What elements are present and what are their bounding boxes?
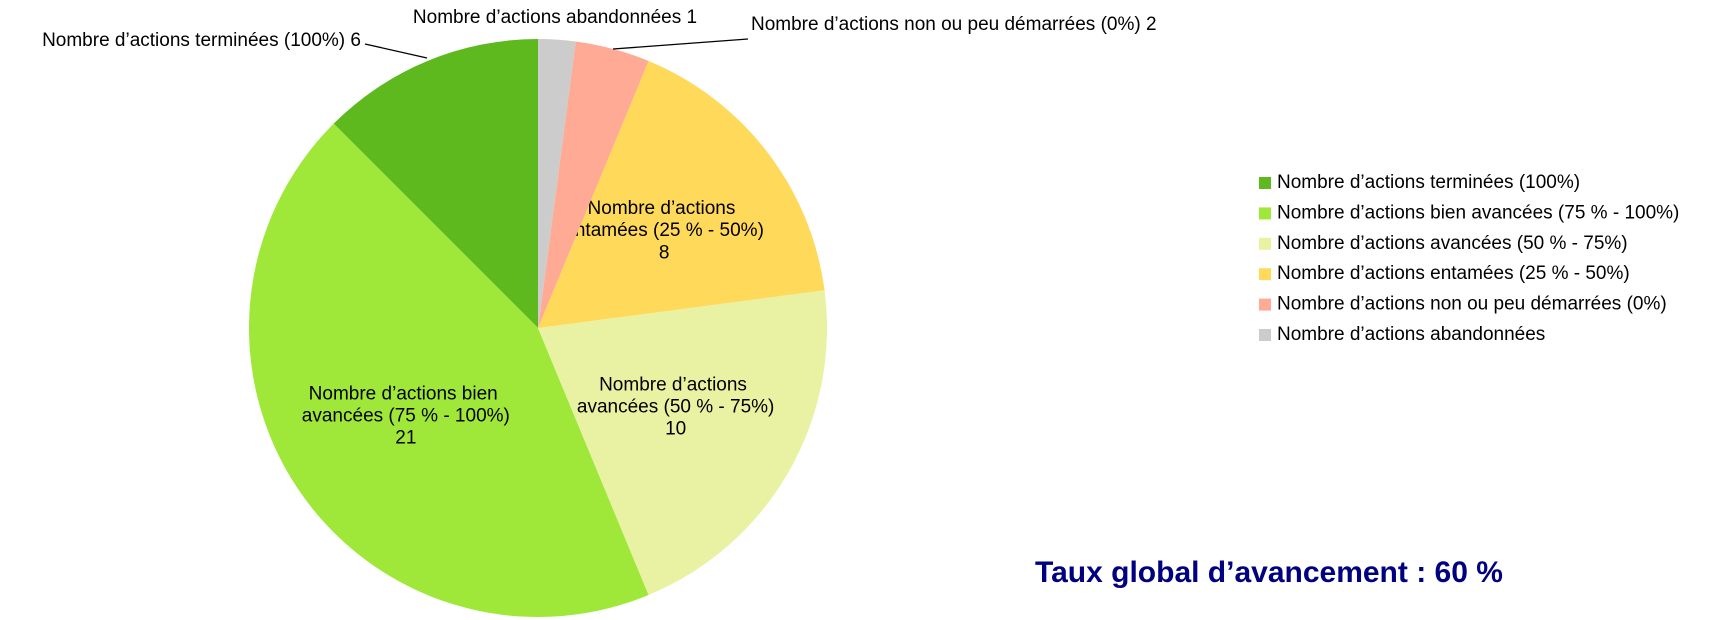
pie-slice: [333, 39, 538, 328]
slice-label-line: Nombre d’actions: [599, 374, 752, 395]
slice-label: Nombre d’actions avancées (50 % - 75%): [577, 374, 775, 417]
legend-swatch: [1259, 298, 1271, 311]
slice-label-value: 1: [687, 7, 698, 28]
legend-swatch: [1259, 329, 1271, 341]
slice-label-value: 6: [350, 30, 361, 51]
slice-label: Nombre d’actions non ou peu démarrées (0…: [751, 14, 1157, 35]
slice-label-line: entamées (25 % - 50%): [564, 220, 764, 241]
legend-label: Nombre d’actions entamées (25 % - 50%): [1277, 263, 1630, 284]
annotation: Taux global d’avancement : 60 %: [1035, 556, 1503, 589]
slice-label: Nombre d’actions bien avancées (75 % - 1…: [302, 383, 510, 426]
pie-slice: [538, 290, 828, 596]
leader-line: [364, 43, 428, 59]
slice-label: Nombre d’actions abandonnées 1: [413, 7, 697, 28]
slice-value: 8: [659, 242, 670, 263]
legend-swatch: [1259, 177, 1271, 189]
legend-label: Nombre d’actions non ou peu démarrées (0…: [1277, 294, 1667, 315]
slice-value: 21: [395, 427, 416, 448]
slice-label-name: Nombre d’actions terminées (100%): [42, 30, 345, 51]
slice-label-line: Nombre d’actions: [588, 198, 741, 219]
slice-label: Nombre d’actions terminées (100%) 6: [42, 30, 361, 51]
legend-label: Nombre d’actions bien avancées (75 % - 1…: [1277, 202, 1679, 223]
pie-slice: [248, 123, 649, 618]
legend-swatch: [1259, 268, 1271, 281]
legend-label: Nombre d’actions abandonnées: [1277, 324, 1545, 345]
pie-slice: [538, 41, 649, 328]
slice-label-value: 2: [1146, 14, 1157, 35]
legend-swatch: [1259, 237, 1271, 250]
slice-label-line: Nombre d’actions bien: [309, 383, 503, 404]
legend-swatch: [1259, 207, 1271, 220]
slice-label-name: Nombre d’actions non ou peu démarrées (0…: [751, 14, 1141, 35]
pie-slice: [538, 39, 576, 328]
slice-label-name: Nombre d’actions abandonnées: [413, 7, 681, 28]
legend-label: Nombre d’actions avancées (50 % - 75%): [1277, 233, 1628, 254]
pie-slice: [538, 60, 825, 329]
legend-label: Nombre d’actions terminées (100%): [1277, 172, 1580, 193]
leader-line: [612, 38, 749, 50]
slice-value: 10: [665, 418, 686, 439]
slice-label-line: avancées (75 % - 100%): [302, 405, 510, 426]
slice-label-line: avancées (50 % - 75%): [577, 396, 775, 417]
slice-label: Nombre d’actions entamées (25 % - 50%): [564, 198, 764, 241]
